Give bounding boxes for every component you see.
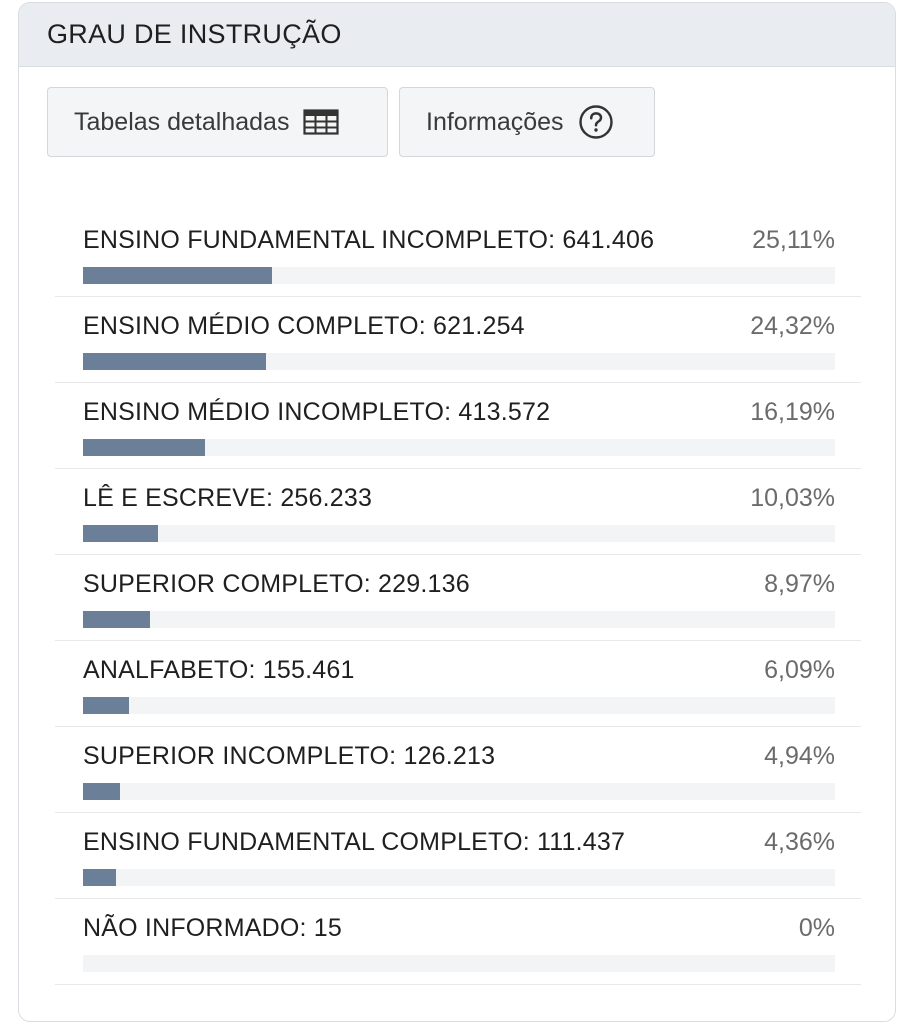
list-item: ENSINO FUNDAMENTAL INCOMPLETO: 641.406 2… xyxy=(55,211,861,297)
row-label: SUPERIOR COMPLETO: 229.136 xyxy=(83,570,470,598)
list-item: NÃO INFORMADO: 15 0% xyxy=(55,899,861,985)
bar-track xyxy=(83,353,835,370)
row-label: NÃO INFORMADO: 15 xyxy=(83,914,342,942)
list-item: ENSINO MÉDIO COMPLETO: 621.254 24,32% xyxy=(55,297,861,383)
bar-track xyxy=(83,783,835,800)
row-label: ENSINO FUNDAMENTAL INCOMPLETO: 641.406 xyxy=(83,226,655,254)
info-button[interactable]: Informações xyxy=(399,87,655,157)
info-label: Informações xyxy=(426,107,564,136)
row-percentage: 6,09% xyxy=(764,656,835,684)
row-percentage: 8,97% xyxy=(764,570,835,598)
list-item: ENSINO FUNDAMENTAL COMPLETO: 111.437 4,3… xyxy=(55,813,861,899)
bar-fill xyxy=(83,439,205,456)
bar-track xyxy=(83,697,835,714)
bar-track xyxy=(83,611,835,628)
bar-fill xyxy=(83,783,121,800)
list-item: SUPERIOR COMPLETO: 229.136 8,97% xyxy=(55,555,861,641)
bar-fill xyxy=(83,267,272,284)
card-title: GRAU DE INSTRUÇÃO xyxy=(47,19,342,49)
bar-fill xyxy=(83,611,151,628)
bar-track xyxy=(83,439,835,456)
row-label: ENSINO MÉDIO INCOMPLETO: 413.572 xyxy=(83,398,551,426)
bar-fill xyxy=(83,353,266,370)
row-label: ENSINO MÉDIO COMPLETO: 621.254 xyxy=(83,312,525,340)
row-percentage: 24,32% xyxy=(750,312,835,340)
row-percentage: 4,36% xyxy=(764,828,835,856)
question-circle-icon xyxy=(578,104,614,140)
bar-track xyxy=(83,869,835,886)
row-percentage: 16,19% xyxy=(750,398,835,426)
card-header: GRAU DE INSTRUÇÃO xyxy=(19,3,895,67)
bar-track xyxy=(83,525,835,542)
table-icon xyxy=(303,109,340,135)
list-item: SUPERIOR INCOMPLETO: 126.213 4,94% xyxy=(55,727,861,813)
detailed-tables-label: Tabelas detalhadas xyxy=(74,107,290,136)
row-label: LÊ E ESCREVE: 256.233 xyxy=(83,484,373,512)
row-label: SUPERIOR INCOMPLETO: 126.213 xyxy=(83,742,496,770)
row-percentage: 25,11% xyxy=(752,226,835,254)
row-label: ENSINO FUNDAMENTAL COMPLETO: 111.437 xyxy=(83,828,626,856)
row-percentage: 4,94% xyxy=(764,742,835,770)
action-bar: Tabelas detalhadas Informações xyxy=(47,87,655,157)
list-item: LÊ E ESCREVE: 256.233 10,03% xyxy=(55,469,861,555)
row-percentage: 0% xyxy=(798,914,835,942)
education-list: ENSINO FUNDAMENTAL INCOMPLETO: 641.406 2… xyxy=(55,211,861,985)
bar-track xyxy=(83,267,835,284)
education-level-card: GRAU DE INSTRUÇÃO Tabelas detalhadas Inf… xyxy=(18,2,896,1022)
bar-fill xyxy=(83,525,159,542)
bar-track xyxy=(83,955,835,972)
row-percentage: 10,03% xyxy=(750,484,835,512)
list-item: ENSINO MÉDIO INCOMPLETO: 413.572 16,19% xyxy=(55,383,861,469)
bar-fill xyxy=(83,697,129,714)
detailed-tables-button[interactable]: Tabelas detalhadas xyxy=(47,87,388,157)
bar-fill xyxy=(83,869,116,886)
list-item: ANALFABETO: 155.461 6,09% xyxy=(55,641,861,727)
row-label: ANALFABETO: 155.461 xyxy=(83,656,355,684)
